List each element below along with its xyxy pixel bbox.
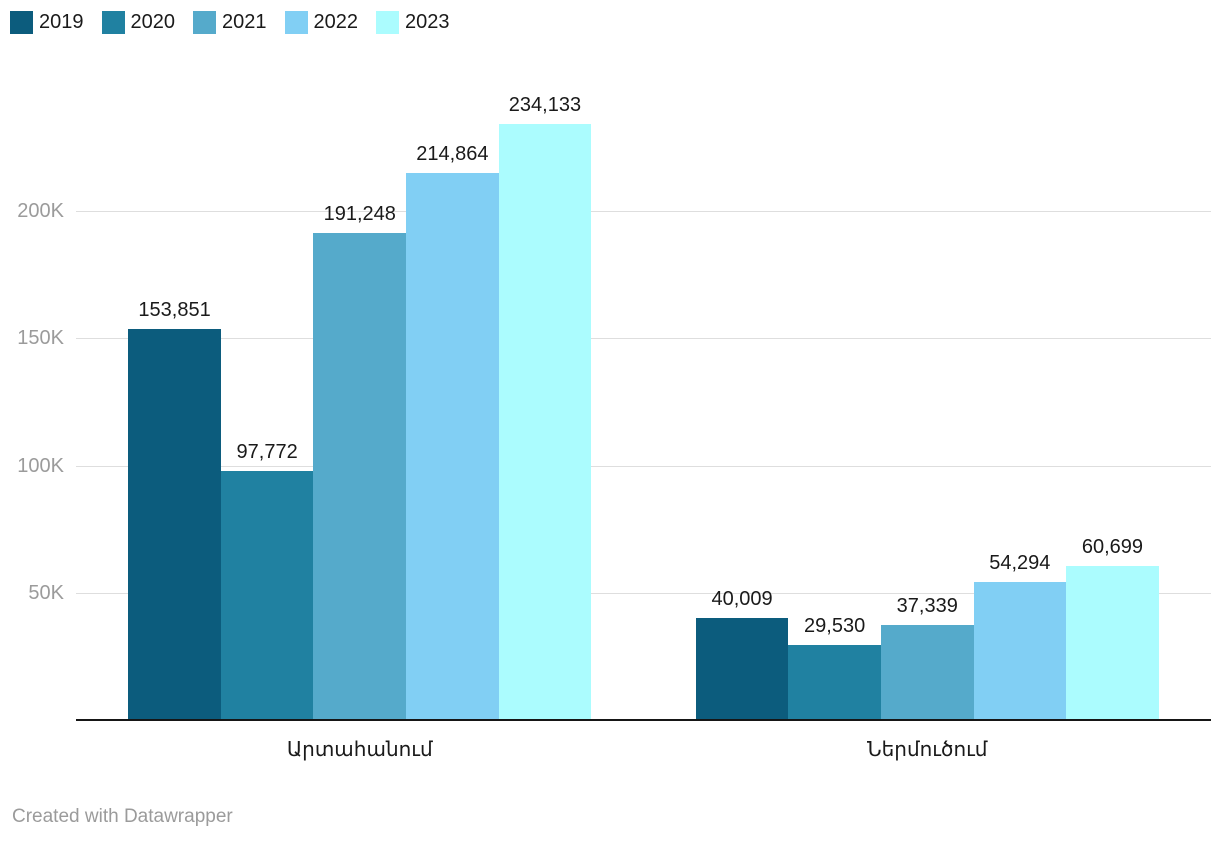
legend-item-label: 2022 (313, 11, 359, 33)
bar-2022-export (406, 173, 499, 720)
bar-value-label: 191,248 (323, 203, 396, 226)
gridline (76, 338, 1211, 340)
legend-item-label: 2019 (39, 11, 84, 33)
legend-item-2023: 2023 (376, 11, 450, 34)
y-axis-tick-label: 200K (17, 200, 64, 223)
bar-2021-export (313, 233, 407, 720)
bar-value-label: 153,851 (138, 298, 211, 321)
bar-value-label: 214,864 (416, 143, 489, 166)
y-axis-tick-label: 50K (28, 581, 64, 604)
bar-value-label: 54,294 (989, 551, 1051, 574)
bar-value-label: 37,339 (896, 594, 958, 617)
legend-swatch-icon (284, 11, 308, 34)
legend-item-label: 2020 (130, 11, 176, 33)
bar-value-label: 40,009 (711, 588, 773, 611)
bar-2020-import (788, 644, 881, 720)
legend-swatch-icon (10, 11, 33, 34)
legend-item-2020: 2020 (101, 11, 176, 34)
plot-area: 153,851 97,772 191,248 214,864 234,133 40,009… (76, 60, 1211, 720)
bar-2020-export (220, 471, 314, 720)
category-label-import: Ներմուծում (867, 739, 988, 761)
credit-line: Created with Datawrapper (12, 806, 233, 827)
gridline (76, 592, 1211, 594)
category-label-export: Արտահանում (286, 739, 433, 761)
legend-item-label: 2023 (405, 11, 450, 33)
y-axis-tick-label: 150K (17, 327, 64, 350)
legend-item-label: 2021 (222, 11, 267, 33)
bar-value-label: 29,530 (804, 614, 866, 637)
x-axis-line (76, 719, 1211, 721)
bar-2023-export (498, 124, 592, 720)
legend-swatch-icon (101, 11, 125, 34)
bar-value-label: 60,699 (1081, 535, 1144, 558)
bar-2022-import (973, 581, 1067, 720)
gridline (76, 211, 1211, 213)
bar-value-label: 234,133 (508, 94, 582, 117)
legend-swatch-icon (193, 11, 216, 34)
gridline (76, 465, 1211, 467)
legend-swatch-icon (376, 11, 399, 34)
legend-item-2019: 2019 (10, 11, 84, 34)
bar-value-label: 97,772 (236, 441, 298, 464)
bar-2023-import (1066, 565, 1159, 720)
legend-item-2021: 2021 (193, 11, 267, 34)
bar-2021-import (880, 625, 974, 720)
bar-2019-export (128, 328, 221, 720)
bar-2019-import (695, 618, 789, 720)
y-axis-tick-label: 100K (17, 454, 64, 477)
legend-item-2022: 2022 (284, 11, 359, 34)
legend: 2019 2020 2021 2022 2023 (10, 11, 450, 34)
